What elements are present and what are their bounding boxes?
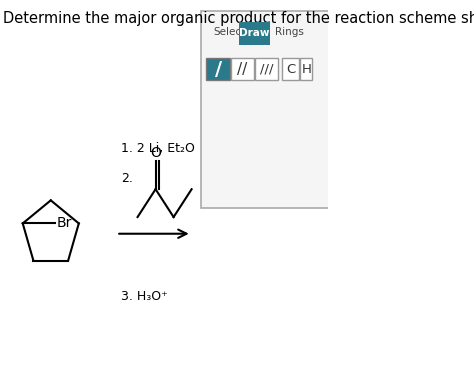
Text: C: C: [286, 62, 295, 76]
Text: H: H: [301, 62, 311, 76]
Bar: [206, 58, 230, 80]
Bar: [230, 58, 254, 80]
Text: 2.: 2.: [121, 171, 133, 185]
Text: O: O: [150, 145, 161, 160]
Text: 1. 2 Li, Et₂O: 1. 2 Li, Et₂O: [121, 142, 195, 155]
Text: ///: ///: [260, 62, 273, 76]
Text: Br: Br: [56, 216, 72, 230]
Text: Select: Select: [213, 27, 245, 37]
Bar: [201, 11, 332, 208]
Bar: [283, 58, 300, 80]
Bar: [239, 22, 270, 45]
Text: Rings: Rings: [275, 27, 304, 37]
Text: 3. H₃O⁺: 3. H₃O⁺: [121, 290, 168, 303]
Text: /: /: [215, 59, 222, 79]
Text: //: //: [237, 62, 247, 76]
Bar: [255, 58, 278, 80]
Bar: [300, 58, 312, 80]
Text: Determine the major organic product for the reaction scheme shown.: Determine the major organic product for …: [3, 11, 474, 26]
Text: Draw: Draw: [239, 28, 270, 38]
